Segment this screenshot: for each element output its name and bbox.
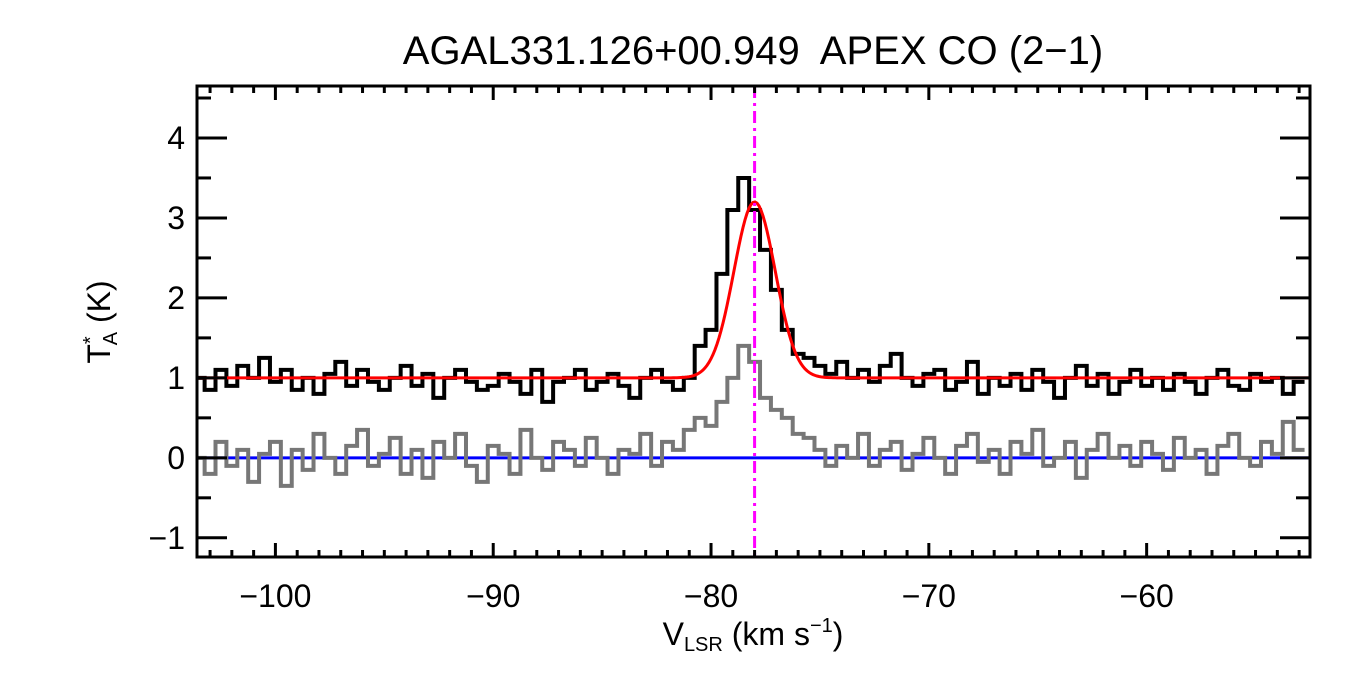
y-tick-label: 2 [167, 280, 185, 316]
y-tick-label: 1 [167, 360, 185, 396]
gaussian-fit-curve [197, 200, 1309, 380]
x-tick-label: −60 [1120, 578, 1174, 614]
spectrum-series-gray [197, 343, 1305, 488]
x-axis-label: VLSR (km s−1) [663, 615, 844, 656]
chart-title: AGAL331.126+00.949 APEX CO (2−1) [403, 29, 1103, 73]
x-tick-label: −70 [902, 578, 956, 614]
y-axis-label: T*A (K) [80, 280, 122, 363]
x-tick-label: −100 [239, 578, 311, 614]
y-tick-label: 0 [167, 440, 185, 476]
x-tick-label: −90 [466, 578, 520, 614]
x-tick-label: −80 [684, 578, 738, 614]
plot-frame [195, 84, 1312, 559]
y-tick-label: −1 [149, 520, 185, 556]
y-tick-label: 3 [167, 200, 185, 236]
y-tick-label: 4 [167, 120, 185, 156]
spectrum-series-black [197, 175, 1305, 404]
